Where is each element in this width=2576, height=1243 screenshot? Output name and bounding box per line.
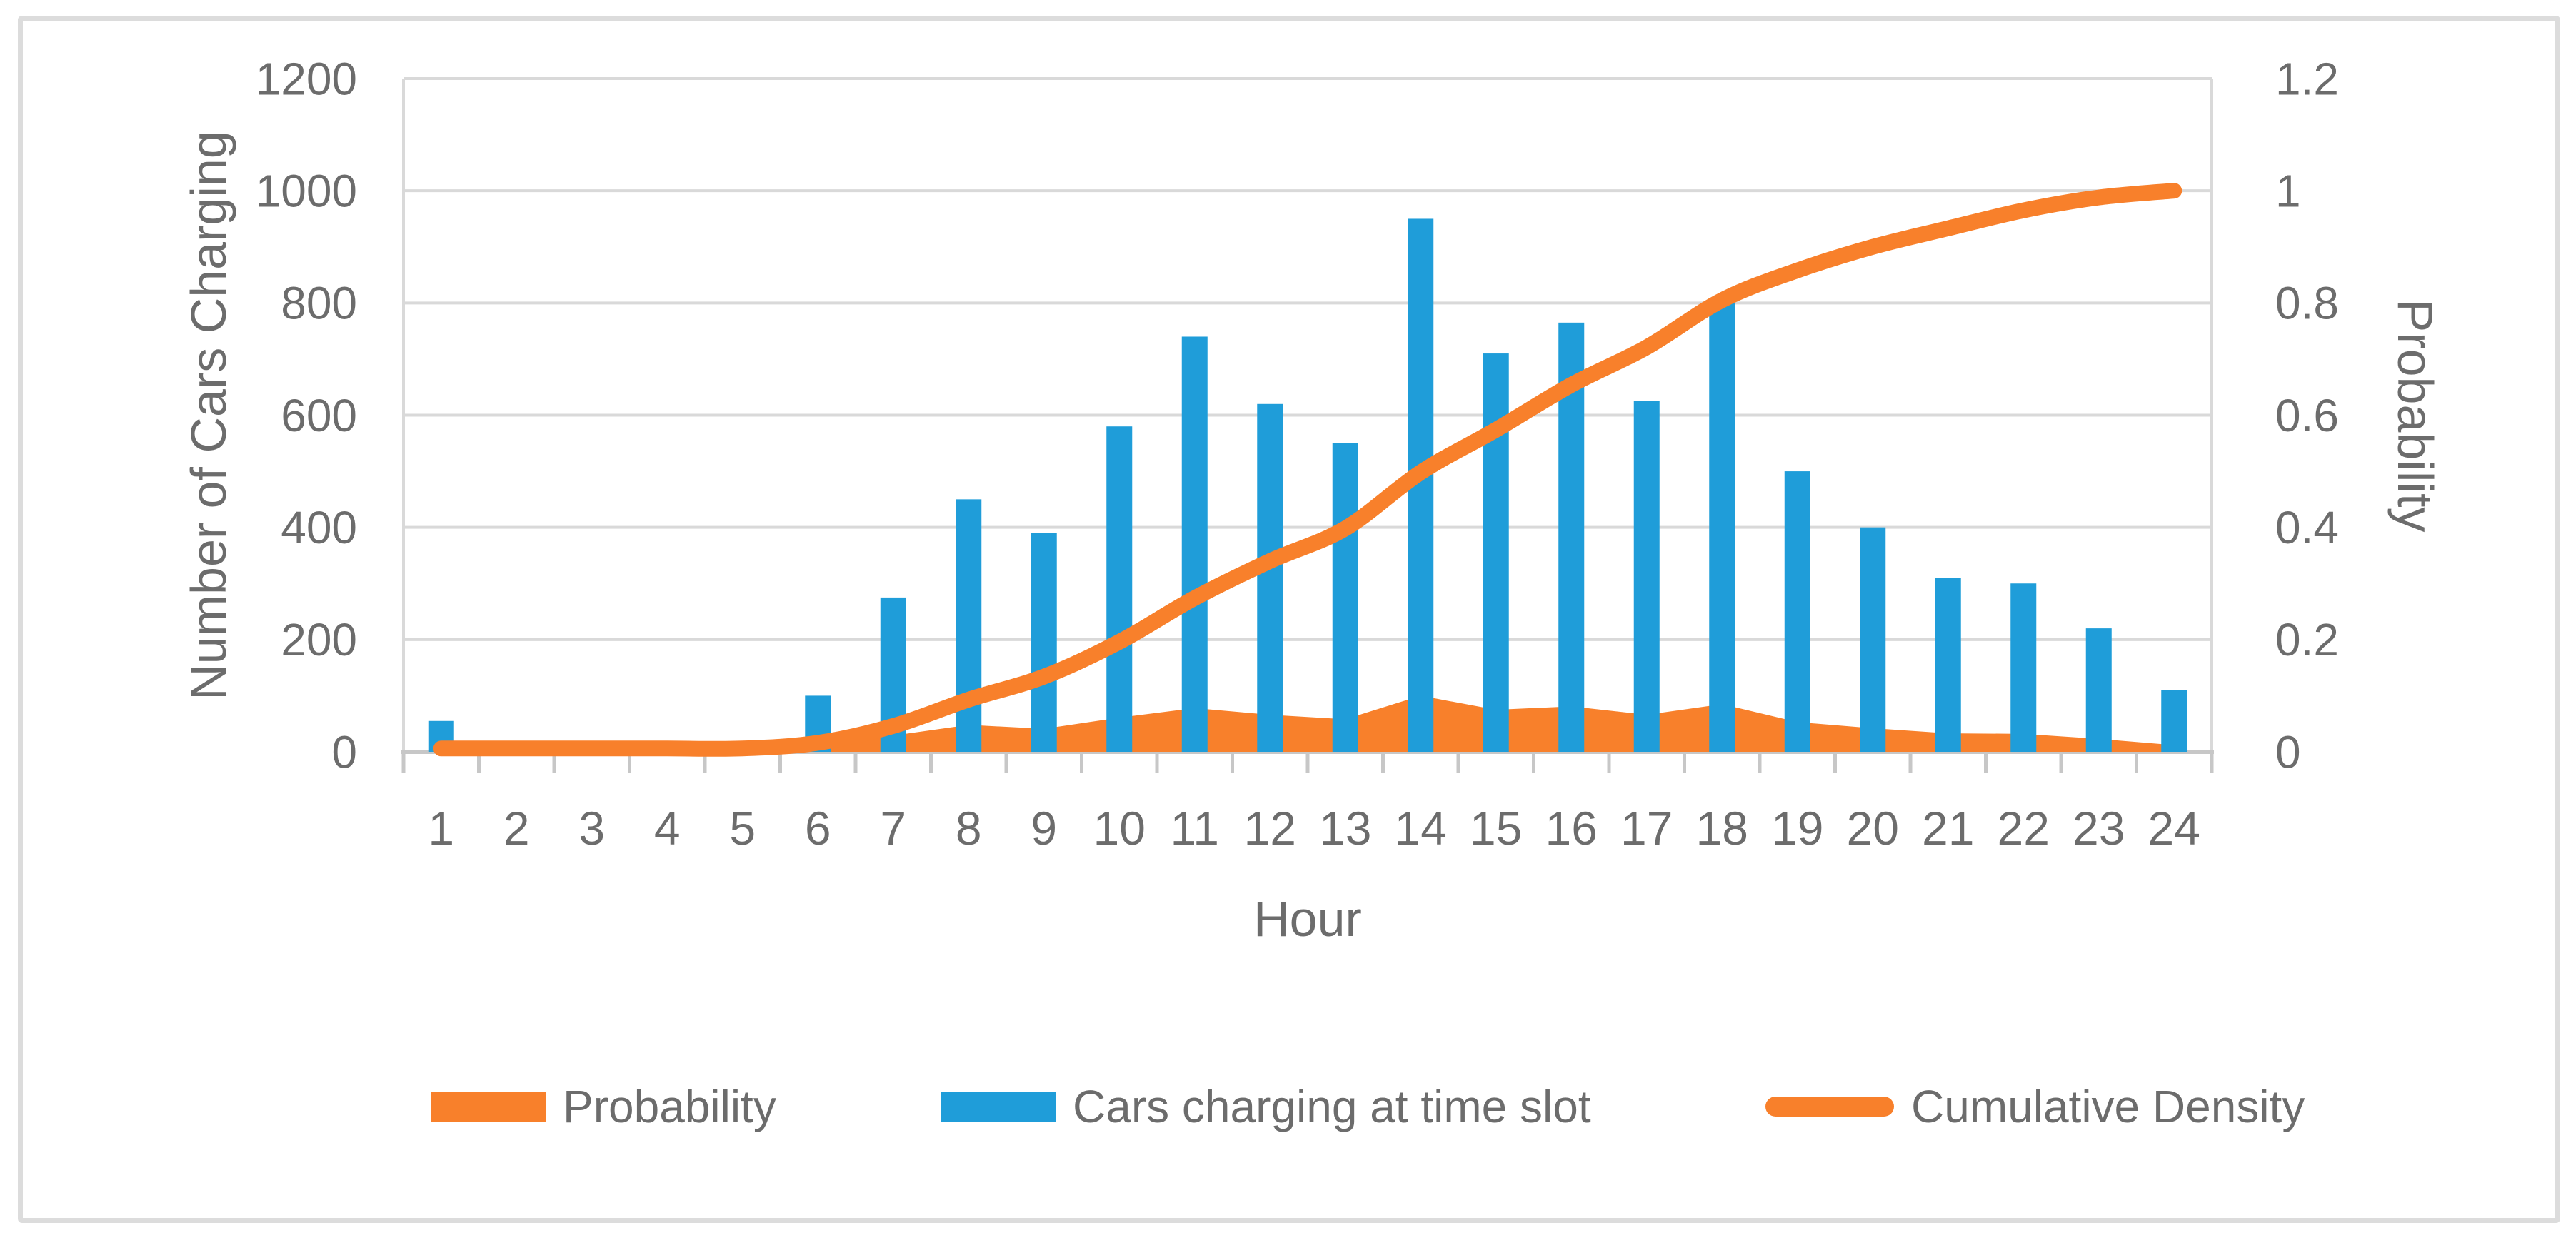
x-tick-label: 11 (1170, 802, 1219, 855)
bar-hour-24 (2161, 690, 2187, 752)
x-tick-label: 22 (1998, 802, 2050, 855)
x-tick-label: 7 (880, 802, 906, 855)
bar-hour-17 (1633, 401, 1660, 752)
bar-hour-19 (1784, 471, 1810, 752)
probability-area (441, 695, 2175, 752)
left-axis-tick-label: 0 (331, 726, 357, 777)
bar-hour-9 (1031, 533, 1057, 752)
cumulative-density-line (433, 183, 2182, 757)
right-axis-tick-label: 0.2 (2275, 614, 2339, 665)
x-tick-label: 18 (1696, 802, 1748, 855)
x-tick-label: 8 (956, 802, 982, 855)
bar-hour-12 (1257, 403, 1283, 752)
legend-item-probability: Probability (431, 1084, 776, 1129)
x-tick-label: 4 (654, 802, 681, 855)
x-tick-label: 24 (2148, 802, 2200, 855)
left-axis-tick-label: 800 (281, 278, 357, 329)
left-axis-tick-label: 1200 (256, 53, 357, 104)
bar-hour-15 (1483, 353, 1509, 752)
x-tick-label: 15 (1470, 802, 1522, 855)
left-axis-tick-label: 400 (281, 502, 357, 553)
bar-hour-23 (2085, 628, 2112, 752)
bar-hour-18 (1709, 303, 1735, 752)
right-axis-tick-label: 1.2 (2275, 53, 2339, 104)
probability-area-swatch (431, 1092, 546, 1122)
left-axis-tick-label: 200 (281, 614, 357, 665)
left-axis-tick-label: 1000 (256, 166, 357, 217)
legend-label-probability: Probability (563, 1081, 776, 1132)
left-axis-title: Number of Cars Charging (181, 131, 236, 700)
x-tick-label: 16 (1545, 802, 1598, 855)
legend-label-cars-charging: Cars charging at time slot (1073, 1081, 1591, 1132)
left-axis-tick-label: 600 (281, 390, 357, 441)
cumulative-line-swatch (1765, 1097, 1894, 1117)
legend-item-cumulative-density: Cumulative Density (1765, 1084, 2305, 1129)
legend-item-cars-charging: Cars charging at time slot (941, 1084, 1591, 1129)
x-tick-label: 5 (729, 802, 756, 855)
bar-hour-21 (1935, 578, 1961, 752)
x-tick-label: 13 (1319, 802, 1371, 855)
x-tick-label: 9 (1031, 802, 1057, 855)
right-axis-tick-label: 0.4 (2275, 502, 2339, 553)
x-tick-label: 12 (1244, 802, 1296, 855)
x-tick-label: 1 (428, 802, 454, 855)
x-tick-label: 17 (1620, 802, 1673, 855)
cars-bar-swatch (941, 1092, 1056, 1122)
x-axis-title: Hour (1253, 891, 1362, 947)
x-tick-label: 2 (503, 802, 530, 855)
x-tick-label: 3 (578, 802, 605, 855)
bar-hour-20 (1860, 527, 1886, 752)
bar-hour-8 (956, 499, 982, 752)
right-axis-tick-label: 0.8 (2275, 278, 2339, 329)
right-axis-tick-label: 0.6 (2275, 390, 2339, 441)
x-tick-label: 21 (1922, 802, 1974, 855)
x-tick-label: 14 (1395, 802, 1447, 855)
right-axis-title: Probability (2387, 298, 2443, 533)
legend-label-cumulative-density: Cumulative Density (1911, 1081, 2305, 1132)
x-tick-label: 23 (2073, 802, 2125, 855)
x-tick-label: 19 (1771, 802, 1823, 855)
right-axis-tick-label: 0 (2275, 726, 2301, 777)
bar-hour-22 (2010, 583, 2037, 752)
bar-hour-13 (1332, 443, 1358, 752)
bar-hour-10 (1106, 426, 1133, 752)
x-tick-label: 20 (1847, 802, 1899, 855)
bar-hour-11 (1181, 336, 1208, 752)
right-axis-tick-label: 1 (2275, 166, 2301, 217)
x-tick-label: 6 (805, 802, 831, 855)
x-tick-label: 10 (1093, 802, 1146, 855)
